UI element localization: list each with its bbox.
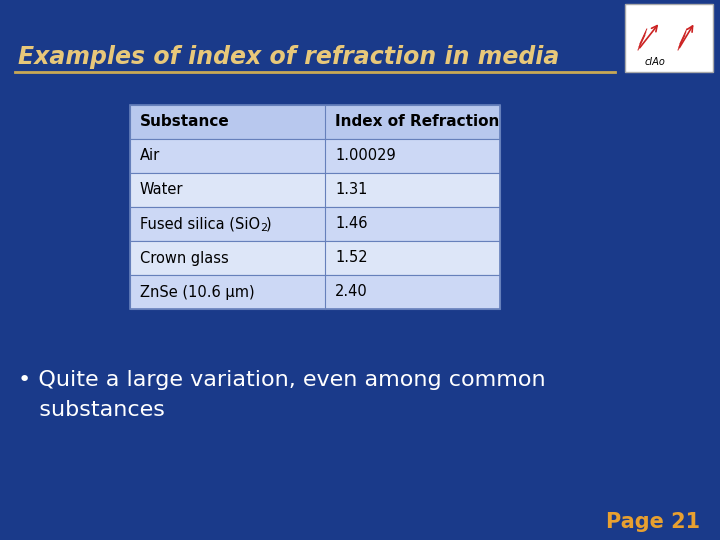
Text: 1.31: 1.31 — [335, 183, 367, 198]
Text: ZnSe (10.6 μm): ZnSe (10.6 μm) — [140, 285, 255, 300]
Text: 2.40: 2.40 — [335, 285, 368, 300]
Text: Index of Refraction: Index of Refraction — [335, 114, 500, 130]
Text: Fused silica (SiO: Fused silica (SiO — [140, 217, 260, 232]
Text: 1.52: 1.52 — [335, 251, 368, 266]
Text: Substance: Substance — [140, 114, 230, 130]
Text: Page 21: Page 21 — [606, 512, 700, 532]
Text: ): ) — [266, 217, 271, 232]
Text: Examples of index of refraction in media: Examples of index of refraction in media — [18, 45, 559, 69]
FancyBboxPatch shape — [130, 173, 500, 207]
FancyBboxPatch shape — [130, 139, 500, 173]
Text: cIAo: cIAo — [644, 57, 665, 67]
FancyBboxPatch shape — [130, 105, 500, 139]
Text: • Quite a large variation, even among common: • Quite a large variation, even among co… — [18, 370, 546, 390]
FancyBboxPatch shape — [130, 241, 500, 275]
FancyBboxPatch shape — [130, 275, 500, 309]
Text: Air: Air — [140, 148, 161, 164]
Text: Crown glass: Crown glass — [140, 251, 229, 266]
FancyBboxPatch shape — [130, 207, 500, 241]
Text: Water: Water — [140, 183, 184, 198]
Text: 1.46: 1.46 — [335, 217, 367, 232]
Text: 2: 2 — [260, 223, 267, 233]
Text: 1.00029: 1.00029 — [335, 148, 396, 164]
FancyBboxPatch shape — [625, 4, 713, 72]
Text: substances: substances — [18, 400, 165, 420]
